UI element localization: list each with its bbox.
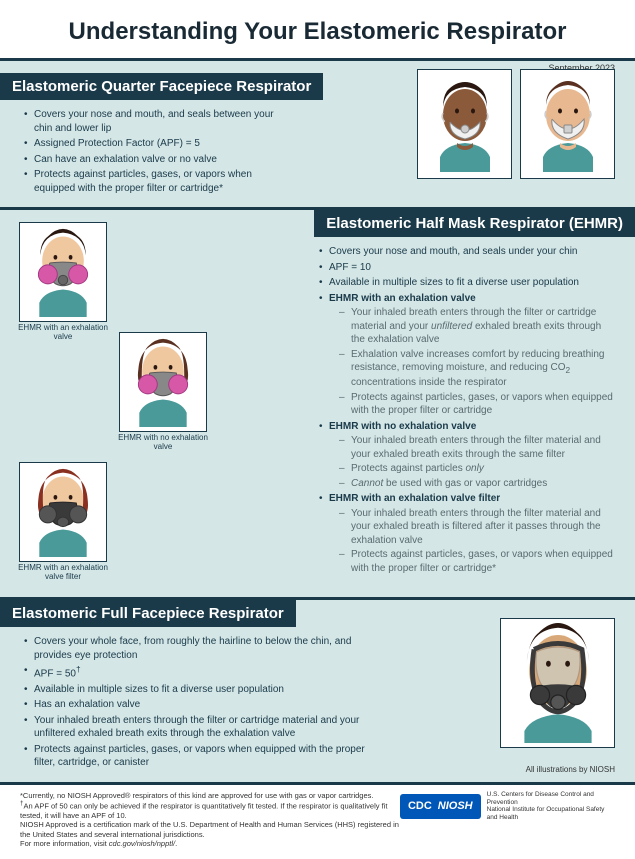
list-item: Exhalation valve increases comfort by re…	[339, 348, 617, 390]
footer-logo-block: CDC NIOSH U.S. Centers for Disease Contr…	[400, 791, 615, 822]
list-item: EHMR with an exhalation valve filter You…	[319, 492, 617, 575]
caption: EHMR with no exhalation valve	[118, 434, 208, 452]
footer: *Currently, no NIOSH Approved® respirato…	[0, 785, 635, 859]
footnote: *Currently, no NIOSH Approved® respirato…	[20, 791, 400, 800]
list-item: EHMR with no exhalation valve Your inhal…	[319, 420, 617, 491]
list-item: APF = 10	[319, 261, 617, 275]
illustration-credit: All illustrations by NIOSH	[526, 765, 615, 774]
section2-list: Covers your nose and mouth, and seals un…	[319, 245, 617, 575]
list-item: Can have an exhalation valve or no valve	[24, 153, 292, 167]
list-item: Cannot be used with gas or vapor cartrid…	[339, 477, 617, 491]
list-item: APF = 50†	[24, 664, 372, 681]
section-quarter-facepiece: September 2023 Elastomeric Quarter Facep…	[0, 58, 635, 210]
cdc-niosh-logo: CDC NIOSH	[400, 794, 481, 820]
caption: EHMR with an exhalation valve	[18, 324, 108, 342]
niosh-logo-text: NIOSH	[438, 800, 473, 814]
page-title: Understanding Your Elastomeric Respirato…	[0, 10, 635, 58]
ehmr-valve-illustration: EHMR with an exhalation valve	[18, 222, 108, 342]
caption: EHMR with an exhalation valve filter	[18, 564, 108, 582]
list-item: Protects against particles only	[339, 462, 617, 476]
section2-header: Elastomeric Half Mask Respirator (EHMR)	[314, 210, 635, 237]
list-item: Your inhaled breath enters through the f…	[339, 507, 617, 548]
list-item: Available in multiple sizes to fit a div…	[319, 276, 617, 290]
list-item: Assigned Protection Factor (APF) = 5	[24, 137, 292, 151]
section-half-mask: Elastomeric Half Mask Respirator (EHMR) …	[0, 210, 635, 600]
section3-list: Covers your whole face, from roughly the…	[24, 635, 372, 770]
list-item: Covers your whole face, from roughly the…	[24, 635, 372, 662]
footnote: For more information, visit cdc.gov/nios…	[20, 839, 400, 848]
section-full-facepiece: Elastomeric Full Facepiece Respirator Co…	[0, 600, 635, 785]
list-item: Covers your nose and mouth, and seals un…	[319, 245, 617, 259]
footer-notes: *Currently, no NIOSH Approved® respirato…	[20, 791, 400, 849]
quarter-mask-illustration-2	[520, 69, 615, 179]
list-item: Your inhaled breath enters through the f…	[339, 434, 617, 461]
list-item: Protects against particles, gases, or va…	[24, 743, 372, 770]
list-item: Protects against particles, gases, or va…	[339, 391, 617, 418]
logo-subtitle: U.S. Centers for Disease Control and Pre…	[487, 791, 615, 822]
footnote: †An APF of 50 can only be achieved if th…	[20, 800, 400, 820]
section1-header: Elastomeric Quarter Facepiece Respirator	[0, 73, 323, 100]
footnote: NIOSH Approved is a certification mark o…	[20, 820, 400, 839]
quarter-mask-illustration-1	[417, 69, 512, 179]
ehmr-no-valve-illustration: EHMR with no exhalation valve	[118, 332, 208, 452]
list-item: Available in multiple sizes to fit a div…	[24, 683, 372, 697]
list-item: Has an exhalation valve	[24, 698, 372, 712]
list-item: Covers your nose and mouth, and seals be…	[24, 108, 292, 135]
cdc-logo-text: CDC	[408, 800, 432, 814]
full-facepiece-illustration	[500, 618, 615, 748]
ehmr-valve-filter-illustration: EHMR with an exhalation valve filter	[18, 462, 108, 582]
section3-header: Elastomeric Full Facepiece Respirator	[0, 600, 296, 627]
list-item: Protects against particles, gases, or va…	[339, 548, 617, 575]
section1-list: Covers your nose and mouth, and seals be…	[24, 108, 292, 195]
list-item: Your inhaled breath enters through the f…	[339, 306, 617, 347]
list-item: Your inhaled breath enters through the f…	[24, 714, 372, 741]
list-item: EHMR with an exhalation valve Your inhal…	[319, 292, 617, 418]
list-item: Protects against particles, gases, or va…	[24, 168, 292, 195]
